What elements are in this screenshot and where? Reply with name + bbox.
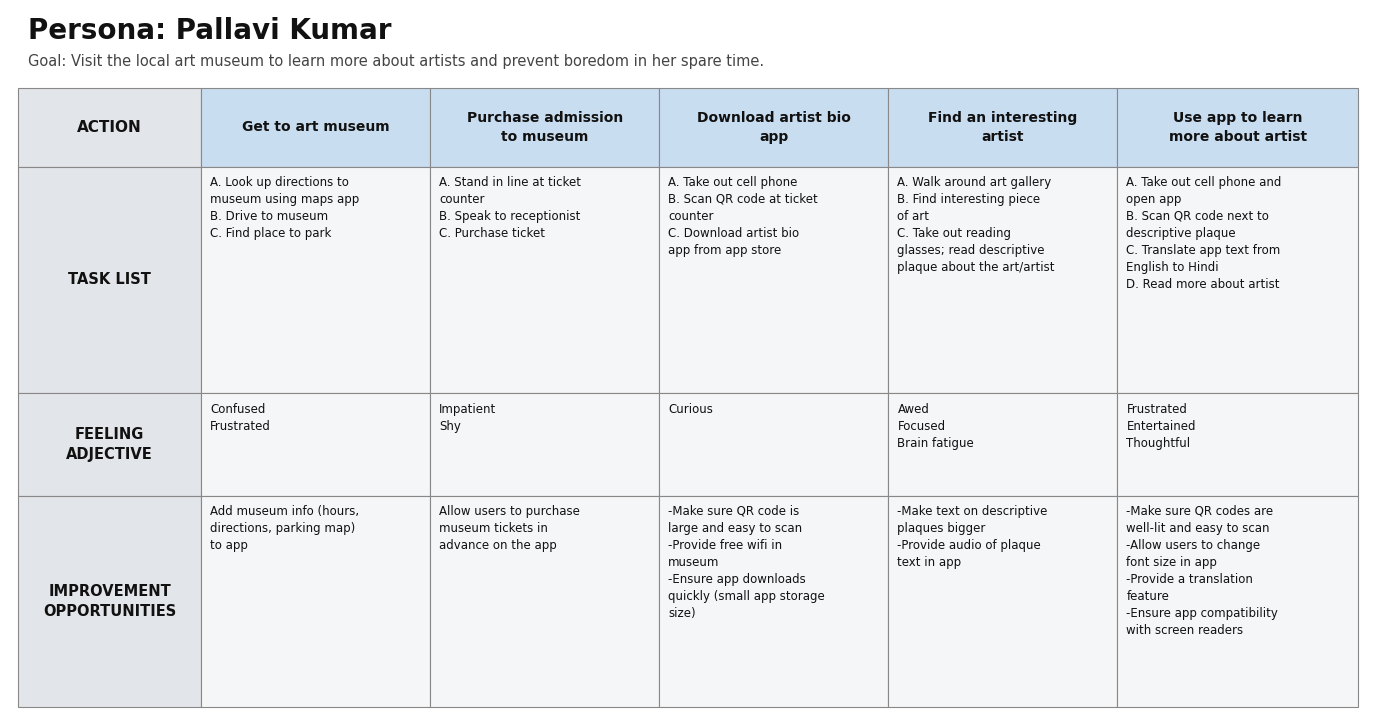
Bar xyxy=(660,167,889,393)
Text: Persona: Pallavi Kumar: Persona: Pallavi Kumar xyxy=(27,17,392,45)
Text: Get to art museum: Get to art museum xyxy=(242,120,390,134)
Bar xyxy=(201,88,430,167)
Bar xyxy=(430,393,660,495)
Text: A. Walk around art gallery
B. Find interesting piece
of art
C. Take out reading
: A. Walk around art gallery B. Find inter… xyxy=(897,176,1055,274)
Bar xyxy=(660,88,889,167)
Bar xyxy=(201,393,430,495)
Bar xyxy=(18,167,201,393)
Text: -Make text on descriptive
plaques bigger
-Provide audio of plaque
text in app: -Make text on descriptive plaques bigger… xyxy=(897,505,1048,568)
Bar xyxy=(1117,495,1358,707)
Bar xyxy=(201,495,430,707)
Bar xyxy=(1117,167,1358,393)
Text: Download artist bio
app: Download artist bio app xyxy=(697,111,851,144)
Text: Find an interesting
artist: Find an interesting artist xyxy=(929,111,1077,144)
Bar xyxy=(430,495,660,707)
Text: -Make sure QR code is
large and easy to scan
-Provide free wifi in
museum
-Ensur: -Make sure QR code is large and easy to … xyxy=(668,505,826,620)
Text: A. Stand in line at ticket
counter
B. Speak to receptionist
C. Purchase ticket: A. Stand in line at ticket counter B. Sp… xyxy=(440,176,581,240)
Text: Awed
Focused
Brain fatigue: Awed Focused Brain fatigue xyxy=(897,403,974,450)
Bar xyxy=(18,393,201,495)
Bar xyxy=(1117,393,1358,495)
Text: Confused
Frustrated: Confused Frustrated xyxy=(210,403,271,433)
Text: Purchase admission
to museum: Purchase admission to museum xyxy=(467,111,622,144)
Bar xyxy=(889,393,1117,495)
Text: A. Take out cell phone
B. Scan QR code at ticket
counter
C. Download artist bio
: A. Take out cell phone B. Scan QR code a… xyxy=(668,176,818,257)
Bar xyxy=(430,167,660,393)
Bar xyxy=(660,393,889,495)
Bar xyxy=(889,495,1117,707)
Text: Frustrated
Entertained
Thoughtful: Frustrated Entertained Thoughtful xyxy=(1127,403,1195,450)
Text: Curious: Curious xyxy=(668,403,713,415)
Text: TASK LIST: TASK LIST xyxy=(69,272,151,287)
Bar xyxy=(1117,88,1358,167)
Bar xyxy=(430,88,660,167)
Text: FEELING
ADJECTIVE: FEELING ADJECTIVE xyxy=(66,427,153,462)
Text: Goal: Visit the local art museum to learn more about artists and prevent boredom: Goal: Visit the local art museum to lear… xyxy=(27,54,764,69)
Text: -Make sure QR codes are
well-lit and easy to scan
-Allow users to change
font si: -Make sure QR codes are well-lit and eas… xyxy=(1127,505,1278,637)
Text: A. Look up directions to
museum using maps app
B. Drive to museum
C. Find place : A. Look up directions to museum using ma… xyxy=(210,176,360,240)
Text: IMPROVEMENT
OPPORTUNITIES: IMPROVEMENT OPPORTUNITIES xyxy=(43,584,176,618)
Bar xyxy=(889,88,1117,167)
Bar xyxy=(889,167,1117,393)
Text: Impatient
Shy: Impatient Shy xyxy=(440,403,496,433)
Text: Use app to learn
more about artist: Use app to learn more about artist xyxy=(1169,111,1307,144)
Text: Add museum info (hours,
directions, parking map)
to app: Add museum info (hours, directions, park… xyxy=(210,505,360,552)
Bar xyxy=(18,495,201,707)
Text: Allow users to purchase
museum tickets in
advance on the app: Allow users to purchase museum tickets i… xyxy=(440,505,580,552)
Text: ACTION: ACTION xyxy=(77,120,142,135)
Bar xyxy=(201,167,430,393)
Bar xyxy=(18,88,201,167)
Bar xyxy=(660,495,889,707)
Text: A. Take out cell phone and
open app
B. Scan QR code next to
descriptive plaque
C: A. Take out cell phone and open app B. S… xyxy=(1127,176,1282,290)
